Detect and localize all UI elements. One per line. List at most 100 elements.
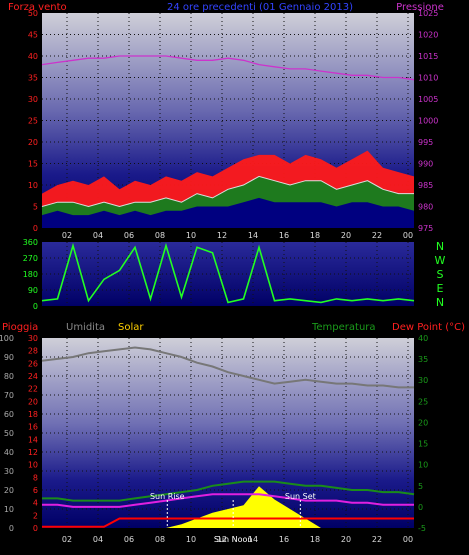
y-tick-label: 50 bbox=[28, 9, 38, 18]
y-tick-label: 22 bbox=[28, 385, 38, 394]
y-tick-label: 30 bbox=[418, 376, 428, 385]
y-tick-label: 20 bbox=[4, 486, 14, 495]
x-tick-label: 10 bbox=[186, 231, 196, 240]
y-tick-label: 990 bbox=[418, 160, 433, 169]
y-tick-label: 995 bbox=[418, 138, 433, 147]
y-tick-label: 180 bbox=[23, 270, 38, 279]
sun-marker-label: Sun Set bbox=[285, 492, 316, 501]
y-tick-label: 20 bbox=[28, 397, 38, 406]
climate-panel-x-ticks: 02 04 06 08 10 12 14 16 18 20 22 00 bbox=[62, 535, 413, 544]
wind-panel-x-ticks: 02 04 06 08 10 12 14 16 18 20 22 00 bbox=[62, 231, 413, 240]
y-tick-label: 1000 bbox=[418, 117, 438, 126]
y-tick-label: 1020 bbox=[418, 31, 438, 40]
sun-marker-label: Sun Rise bbox=[150, 492, 185, 501]
y-tick-label: 70 bbox=[4, 391, 14, 400]
y-tick-label: 12 bbox=[28, 448, 38, 457]
humidity-label: Umidita bbox=[66, 322, 105, 333]
y-tick-label: 25 bbox=[28, 117, 38, 126]
y-tick-label: 80 bbox=[4, 372, 14, 381]
y-tick-label: 40 bbox=[28, 52, 38, 61]
climate-panel-background bbox=[42, 338, 414, 528]
y-tick-label: 975 bbox=[418, 224, 433, 233]
y-tick-label: 35 bbox=[418, 355, 428, 364]
x-tick-label: 16 bbox=[279, 231, 289, 240]
y-tick-label: 14 bbox=[28, 435, 38, 444]
y-tick-label: 1005 bbox=[418, 95, 438, 104]
y-tick-label: 270 bbox=[23, 254, 38, 263]
compass-label: N bbox=[436, 240, 444, 253]
wind-direction-line bbox=[41, 242, 415, 304]
dewpoint-axis-ticks: -5 0 5 10 15 20 25 30 35 40 bbox=[418, 334, 428, 533]
wind-panel-right-ticks: 975 980 985 990 995 1000 1005 1010 1015 1020 1025 bbox=[418, 9, 438, 233]
temperature-line bbox=[42, 480, 415, 502]
x-tick-label: 04 bbox=[93, 231, 103, 240]
y-tick-label: -5 bbox=[418, 524, 426, 533]
direction-panel-left-ticks: 0 90 180 270 360 bbox=[23, 238, 38, 311]
compass-label: S bbox=[437, 268, 444, 281]
y-tick-label: 16 bbox=[28, 423, 38, 432]
y-tick-label: 30 bbox=[4, 467, 14, 476]
x-tick-label: 20 bbox=[341, 231, 351, 240]
x-tick-label: 04 bbox=[93, 535, 103, 544]
y-tick-label: 360 bbox=[23, 238, 38, 247]
temperature-label: Temperatura bbox=[311, 322, 376, 333]
y-tick-label: 40 bbox=[418, 334, 428, 343]
y-tick-label: 25 bbox=[418, 397, 428, 406]
x-tick-label: 00 bbox=[403, 231, 413, 240]
y-tick-label: 18 bbox=[28, 410, 38, 419]
rain-line bbox=[42, 517, 414, 528]
y-tick-label: 8 bbox=[33, 473, 38, 482]
y-tick-label: 45 bbox=[28, 31, 38, 40]
x-tick-label: 18 bbox=[310, 535, 320, 544]
compass-label: N bbox=[436, 296, 444, 309]
solar-label: Solar bbox=[118, 322, 144, 333]
y-tick-label: 0 bbox=[33, 224, 38, 233]
y-tick-label: 100 bbox=[0, 334, 14, 343]
direction-panel-series bbox=[41, 242, 415, 304]
y-tick-label: 50 bbox=[4, 429, 14, 438]
sun-marker-label: Sun Noon bbox=[214, 535, 253, 544]
x-tick-label: 14 bbox=[248, 231, 258, 240]
x-tick-label: 18 bbox=[310, 231, 320, 240]
pressure-line bbox=[41, 55, 415, 81]
y-tick-label: 20 bbox=[418, 418, 428, 427]
sun-markers: Sun Rise Sun Noon Sun Set bbox=[150, 492, 316, 544]
min-wind-area bbox=[42, 197, 414, 228]
y-tick-label: 0 bbox=[33, 302, 38, 311]
dewpoint-label: Dew Point (°C) bbox=[392, 322, 465, 333]
y-tick-label: 0 bbox=[9, 524, 14, 533]
x-tick-label: 12 bbox=[217, 535, 227, 544]
avg-wind-line bbox=[41, 175, 414, 208]
x-tick-label: 02 bbox=[62, 231, 72, 240]
x-tick-label: 16 bbox=[279, 535, 289, 544]
y-tick-label: 90 bbox=[28, 286, 38, 295]
y-tick-label: 10 bbox=[28, 181, 38, 190]
y-tick-label: 10 bbox=[418, 461, 428, 470]
y-tick-label: 10 bbox=[4, 505, 14, 514]
y-tick-label: 1015 bbox=[418, 52, 438, 61]
y-tick-label: 0 bbox=[33, 524, 38, 533]
y-tick-label: 6 bbox=[33, 486, 38, 495]
wind-panel-left-ticks: 0 5 10 15 20 25 30 35 40 45 50 bbox=[28, 9, 38, 233]
y-tick-label: 0 bbox=[418, 503, 423, 512]
y-tick-label: 90 bbox=[4, 353, 14, 362]
x-tick-label: 10 bbox=[186, 535, 196, 544]
y-tick-label: 4 bbox=[33, 499, 38, 508]
y-tick-label: 40 bbox=[4, 448, 14, 457]
x-tick-label: 06 bbox=[124, 231, 134, 240]
y-tick-label: 26 bbox=[28, 359, 38, 368]
header-right-label: Pressione bbox=[396, 2, 444, 13]
y-tick-label: 30 bbox=[28, 334, 38, 343]
y-tick-label: 980 bbox=[418, 203, 433, 212]
y-tick-label: 15 bbox=[418, 440, 428, 449]
y-tick-label: 24 bbox=[28, 372, 38, 381]
header-left-label: Forza vento bbox=[8, 2, 67, 13]
x-tick-label: 08 bbox=[155, 535, 165, 544]
humidity-axis-ticks: 0 10 20 30 40 50 60 70 80 90 100 bbox=[0, 334, 14, 533]
x-tick-label: 20 bbox=[341, 535, 351, 544]
direction-panel-grid bbox=[42, 242, 414, 306]
x-tick-label: 00 bbox=[403, 535, 413, 544]
x-tick-label: 22 bbox=[372, 231, 382, 240]
